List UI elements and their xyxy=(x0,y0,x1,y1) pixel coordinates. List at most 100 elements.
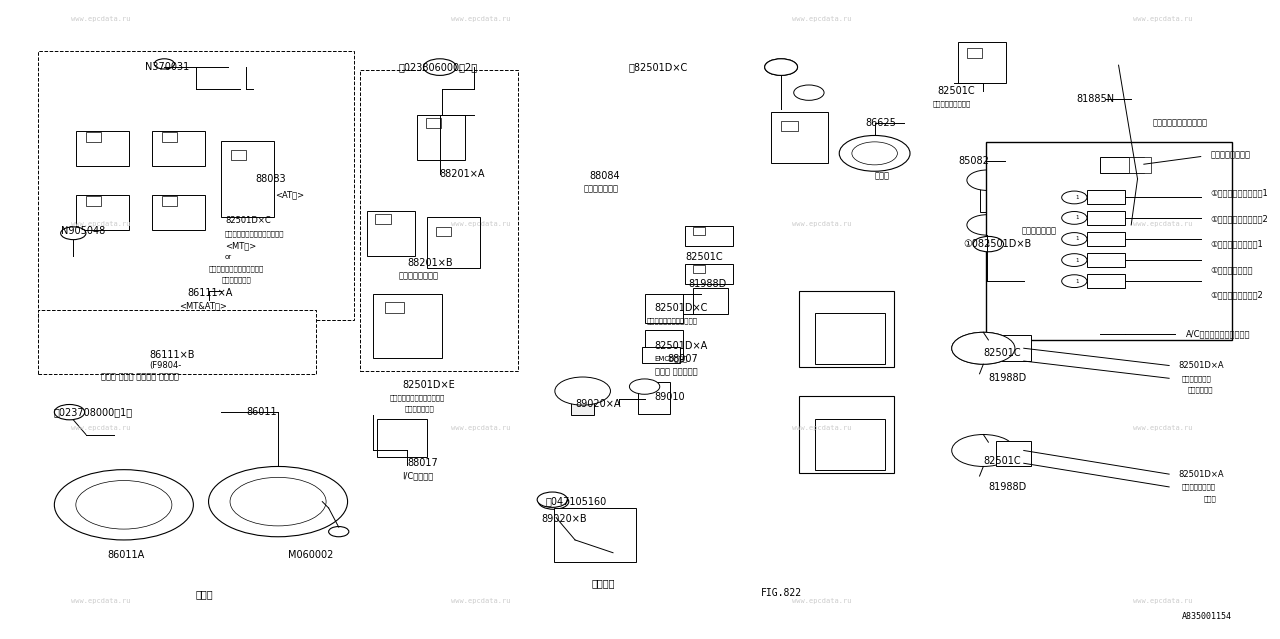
Bar xyxy=(1100,157,1144,173)
Bar xyxy=(86,132,101,142)
Circle shape xyxy=(966,215,1007,235)
Text: FIG.822: FIG.822 xyxy=(760,588,801,598)
Text: パワーウインドウ: パワーウインドウ xyxy=(1181,484,1216,490)
Text: 88083: 88083 xyxy=(255,174,285,184)
Bar xyxy=(38,51,353,320)
Text: www.epcdata.ru: www.epcdata.ru xyxy=(451,597,509,604)
Text: I/Cタイマー: I/Cタイマー xyxy=(402,472,433,481)
Text: M060002: M060002 xyxy=(288,550,334,560)
Bar xyxy=(815,313,884,364)
Text: www.epcdata.ru: www.epcdata.ru xyxy=(1133,16,1193,22)
Text: ドアロックタイマ: ドアロックタイマ xyxy=(398,272,438,281)
Text: ヒューズ: ヒューズ xyxy=(591,578,614,588)
Circle shape xyxy=(554,377,611,405)
Text: (F9804-: (F9804- xyxy=(150,361,182,370)
Circle shape xyxy=(952,332,1015,364)
Bar xyxy=(376,419,428,457)
Text: 88007: 88007 xyxy=(667,354,698,364)
Bar xyxy=(996,335,1032,361)
Text: 86111×A: 86111×A xyxy=(187,288,233,298)
Text: www.epcdata.ru: www.epcdata.ru xyxy=(1133,597,1193,604)
Text: 88084: 88084 xyxy=(589,171,620,181)
Text: 85082: 85082 xyxy=(957,156,989,166)
Bar xyxy=(1087,253,1125,267)
Text: 82501D×E: 82501D×E xyxy=(402,380,454,390)
Text: フロントフォグ: フロントフォグ xyxy=(1181,375,1211,381)
Circle shape xyxy=(209,466,348,537)
Text: ターン アンド ハザード ユニット: ターン アンド ハザード ユニット xyxy=(101,372,179,381)
Bar xyxy=(417,115,465,160)
Circle shape xyxy=(76,481,172,529)
Bar xyxy=(692,288,728,314)
Circle shape xyxy=(952,435,1015,466)
Text: 1: 1 xyxy=(987,242,991,247)
Bar xyxy=(366,211,415,256)
Text: 82501C: 82501C xyxy=(685,252,723,262)
Circle shape xyxy=(764,59,797,75)
Bar xyxy=(692,265,705,273)
Text: 86011A: 86011A xyxy=(108,550,145,560)
Text: 89010: 89010 xyxy=(654,392,685,403)
Bar xyxy=(360,70,518,371)
Bar xyxy=(996,441,1032,466)
Text: www.epcdata.ru: www.epcdata.ru xyxy=(792,220,851,227)
Text: キーワーニング: キーワーニング xyxy=(584,184,620,193)
Bar xyxy=(571,380,594,415)
Text: or: or xyxy=(225,254,232,260)
Text: 82501D×A: 82501D×A xyxy=(1178,470,1224,479)
Text: N905048: N905048 xyxy=(60,226,105,236)
Text: 1: 1 xyxy=(1075,195,1079,200)
Circle shape xyxy=(764,59,797,75)
Circle shape xyxy=(247,486,310,518)
Text: ①エアコンリレー: ①エアコンリレー xyxy=(1211,265,1253,274)
Circle shape xyxy=(54,470,193,540)
Circle shape xyxy=(538,492,567,507)
Bar xyxy=(221,141,274,217)
Circle shape xyxy=(1061,275,1087,288)
Text: 86011: 86011 xyxy=(247,407,276,417)
Bar xyxy=(645,330,682,359)
Bar xyxy=(1087,232,1125,246)
Text: 88201×B: 88201×B xyxy=(407,258,453,268)
Bar xyxy=(799,291,893,367)
Bar xyxy=(151,131,205,166)
Circle shape xyxy=(966,170,1007,190)
Text: 88017: 88017 xyxy=(407,458,438,468)
Bar xyxy=(685,226,733,246)
Circle shape xyxy=(60,227,86,240)
Text: 1: 1 xyxy=(1075,236,1079,242)
Bar xyxy=(979,183,995,212)
Text: 82501D×C: 82501D×C xyxy=(654,303,708,313)
Text: 89020×A: 89020×A xyxy=(575,399,621,409)
Bar xyxy=(692,227,705,235)
Text: 81988D: 81988D xyxy=(988,373,1027,383)
Bar xyxy=(151,195,205,230)
Circle shape xyxy=(1061,212,1087,224)
Circle shape xyxy=(840,135,910,171)
Circle shape xyxy=(952,332,1015,364)
Text: ランプリレー: ランプリレー xyxy=(1188,387,1213,393)
Text: www.epcdata.ru: www.epcdata.ru xyxy=(1133,425,1193,431)
Text: A/Cリレーホルダ内リレー: A/Cリレーホルダ内リレー xyxy=(1185,329,1251,338)
Circle shape xyxy=(1061,254,1087,266)
Bar xyxy=(799,396,893,473)
Circle shape xyxy=(424,59,456,75)
Bar xyxy=(986,142,1233,340)
Bar xyxy=(643,347,680,363)
Text: 82501D×A: 82501D×A xyxy=(1178,361,1224,370)
Bar xyxy=(76,131,129,166)
Text: 82501C: 82501C xyxy=(938,86,975,96)
Bar xyxy=(38,310,316,374)
Text: N370031: N370031 xyxy=(146,62,189,72)
Circle shape xyxy=(92,489,155,521)
Text: ①サブファンリレー2: ①サブファンリレー2 xyxy=(1211,291,1263,300)
Bar xyxy=(161,196,177,206)
Text: インタークーラーウォーター: インタークーラーウォーター xyxy=(209,265,264,272)
Text: <MT&AT車>: <MT&AT車> xyxy=(179,301,228,310)
Text: www.epcdata.ru: www.epcdata.ru xyxy=(72,597,131,604)
Bar xyxy=(76,195,129,230)
Text: <AT車>: <AT車> xyxy=(275,190,305,199)
Text: www.epcdata.ru: www.epcdata.ru xyxy=(792,597,851,604)
Text: プラグ: プラグ xyxy=(874,171,890,180)
Bar xyxy=(372,294,443,358)
